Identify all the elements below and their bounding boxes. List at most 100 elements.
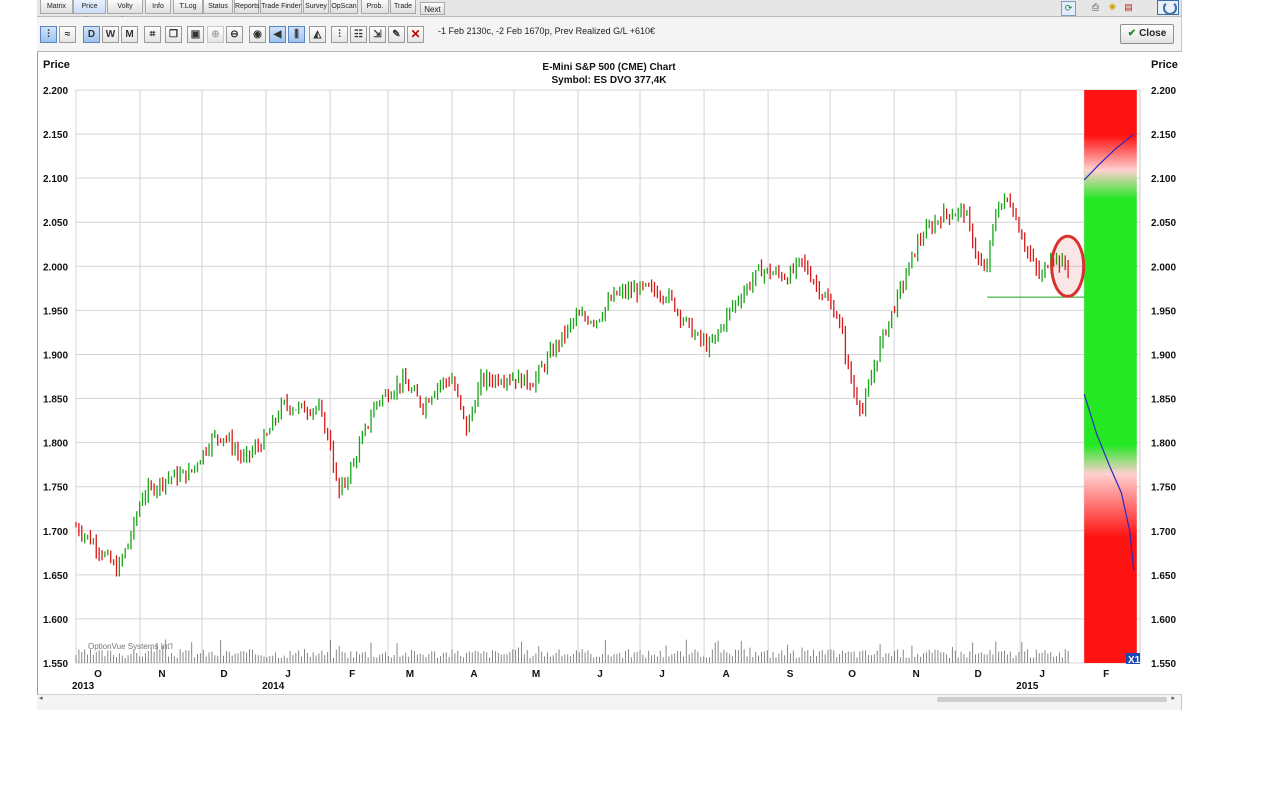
calendar-icon[interactable]: ▤ [1124,2,1133,12]
y-axis-label-left: Price [43,59,70,71]
target-button[interactable]: ◉ [249,26,266,43]
x-tick-month: N [913,669,920,680]
x-tick-month: O [848,669,856,680]
weekly-button[interactable]: W [102,26,119,43]
y-tick-left: 1.950 [43,306,68,317]
x-tick-month: F [1103,669,1109,680]
tab-status[interactable]: Status [203,0,233,14]
refresh-icon[interactable]: ⟳ [1061,1,1076,16]
tab-matrix[interactable]: Matrix [40,0,73,14]
candles-button[interactable]: ⫼ [288,26,305,43]
highlight-circle [1050,234,1086,298]
x-tick-month: J [1039,669,1045,680]
zoom-out-button[interactable]: ⊖ [226,26,243,43]
y-tick-left: 1.600 [43,615,68,626]
bar-chart-button[interactable]: ⫶ [40,26,57,43]
x-tick-month: M [406,669,414,680]
forecast-zone [1084,90,1137,663]
upper-probability-band [1083,133,1135,181]
distribution-button[interactable]: ◭ [309,26,326,43]
price-chart-panel[interactable]: 2.200 2.200 2.150 2.150 2.100 2.100 2.050 2.050… [37,52,1182,694]
price-bars [75,193,1069,577]
print-icon[interactable]: ⎙ [1091,2,1100,12]
scroll-right-arrow-icon[interactable]: ▸ [1171,695,1175,702]
x-tick-month: J [597,669,603,680]
export-button[interactable]: ⇲ [369,26,386,43]
lower-probability-band [1083,393,1135,571]
next-button[interactable]: Next [420,2,445,15]
zoom-in-button[interactable]: ⊕ [207,26,224,43]
y-tick-right: 1.550 [1151,659,1176,670]
y-tick-left: 1.800 [43,439,68,450]
monthly-button[interactable]: M [121,26,138,43]
delete-button[interactable]: ✕ [407,26,424,43]
y-tick-right: 2.200 [1151,86,1176,97]
scroll-left-arrow-icon[interactable]: ◂ [39,695,43,702]
tab-volty-chart[interactable]: Volty Chart [107,0,143,24]
tab-survey[interactable]: Survey [303,0,329,14]
y-tick-left: 2.050 [43,218,68,229]
close-button[interactable]: ✔ Close [1120,24,1174,44]
volume-watermark: OptionVue Systems Int'l [88,642,173,651]
x-tick-month: S [787,669,794,680]
y-tick-right: 2.150 [1151,130,1176,141]
scrollbar-thumb[interactable] [937,697,1167,702]
study-button[interactable]: ⌗ [144,26,161,43]
tab-opscan[interactable]: OpScan [330,0,358,14]
y-tick-left: 2.200 [43,86,68,97]
corner-label: X1 [1128,655,1141,666]
y-tick-left: 2.100 [43,174,68,185]
chart-toolbar: -1 Feb 2130c, -2 Feb 1670p, Prev Realize… [37,17,1181,52]
tab-price-chart[interactable]: Price Chart [73,0,106,24]
y-tick-right: 1.750 [1151,483,1176,494]
x-tick-month: D [975,669,982,680]
y-tick-right: 2.050 [1151,218,1176,229]
x-tick-year: 2013 [72,681,95,692]
x-tick-month: J [659,669,665,680]
x-tick-month: O [94,669,102,680]
y-tick-left: 1.550 [43,659,68,670]
y-tick-right: 2.100 [1151,174,1176,185]
y-tick-right: 2.000 [1151,262,1176,273]
tab-trade[interactable]: Trade [390,0,416,14]
tab-info[interactable]: Info [145,0,171,14]
x-tick-month: F [349,669,355,680]
tab-t-log[interactable]: T.Log [173,0,203,14]
tab-prob[interactable]: Prob. [361,0,389,14]
plot-area [75,89,1141,664]
y-tick-left: 2.150 [43,130,68,141]
y-tick-left: 1.900 [43,350,68,361]
y-tick-right: 1.900 [1151,350,1176,361]
y-tick-right: 1.950 [1151,306,1176,317]
save-button[interactable]: ▣ [187,26,204,43]
y-tick-left: 1.850 [43,395,68,406]
y-axis-label-right: Price [1151,59,1178,71]
scroll-left-button[interactable]: ◀ [269,26,286,43]
volume-bars [75,639,1069,663]
indicator-button[interactable]: ⫶ [331,26,348,43]
tab-reports[interactable]: Reports [234,0,260,14]
tab-trade-finder[interactable]: Trade Finder [260,0,302,14]
y-tick-right: 1.600 [1151,615,1176,626]
copy-button[interactable]: ❐ [165,26,182,43]
x-tick-year: 2014 [262,681,285,692]
horizontal-scrollbar[interactable]: ◂ ▸ [37,694,1181,704]
y-tick-left: 2.000 [43,262,68,273]
y-tick-left: 1.700 [43,527,68,538]
x-tick-month: A [470,669,477,680]
bulb-icon[interactable]: ✺ [1108,2,1117,12]
pen-button[interactable]: ✎ [388,26,405,43]
corner-label-box [1126,653,1140,664]
x-tick-year: 2015 [1016,681,1039,692]
x-tick-month: A [722,669,729,680]
line-chart-button[interactable]: ≈ [59,26,76,43]
y-tick-right: 1.800 [1151,439,1176,450]
close-button-label: Close [1139,28,1167,39]
daily-button[interactable]: D [83,26,100,43]
price-chart-svg[interactable]: 2.200 2.200 2.150 2.150 2.100 2.100 2.050 2.050… [38,52,1182,694]
settings-button[interactable]: ☷ [350,26,367,43]
checkmark-icon: ✔ [1127,28,1137,39]
chart-subtitle: Symbol: ES DVO 377,4K [551,75,667,86]
